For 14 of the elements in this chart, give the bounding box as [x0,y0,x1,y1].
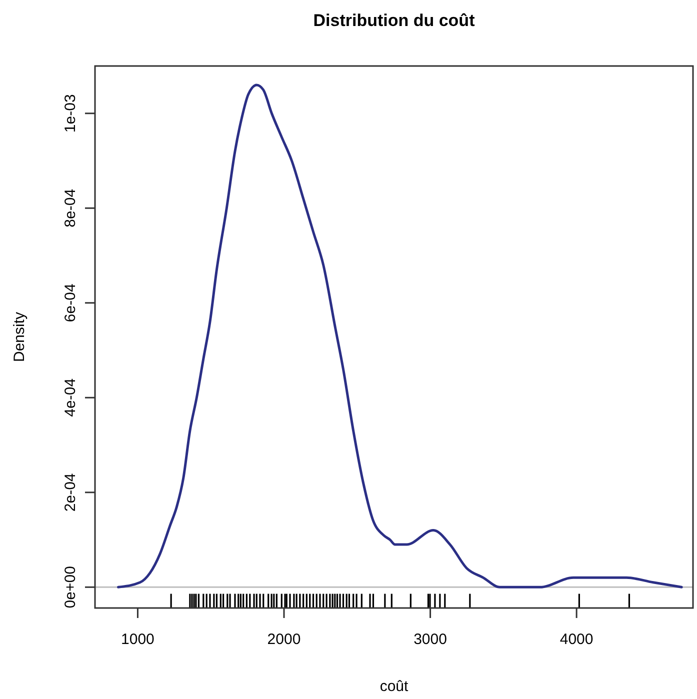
x-axis-title: coût [380,678,410,695]
x-tick-label: 2000 [267,631,301,648]
y-tick-label: 1e-03 [62,94,79,133]
y-tick-label: 4e-04 [62,378,79,417]
x-tick-label: 3000 [414,631,447,648]
y-axis-title: Density [11,312,28,362]
y-tick-label: 8e-04 [62,188,79,228]
line-series [117,84,683,588]
y-tick-label: 2e-04 [62,473,79,512]
x-tick-label: 1000 [121,631,154,648]
chart-title: Distribution du coût [313,11,476,30]
x-tick-label: 4000 [560,631,594,648]
y-tick-label: 6e-04 [62,284,79,322]
y-tick-label: 0e+00 [62,566,79,608]
